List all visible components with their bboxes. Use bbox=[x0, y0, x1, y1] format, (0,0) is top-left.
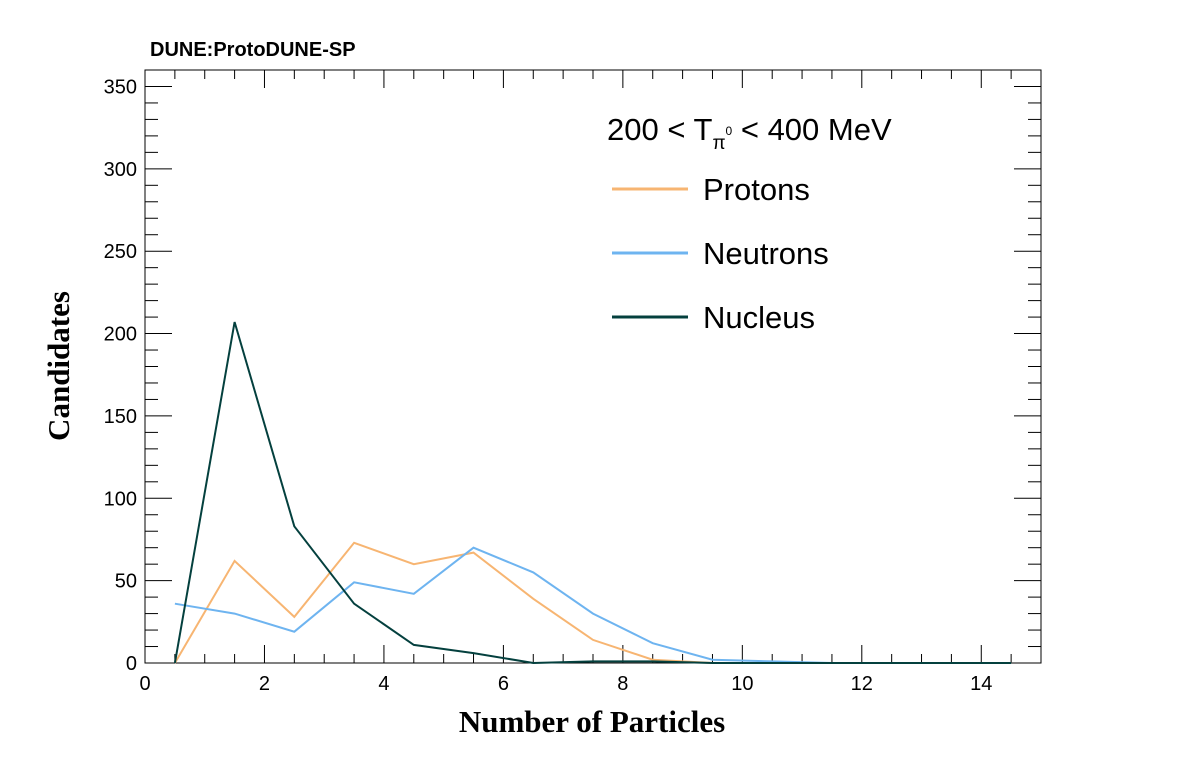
y-tick-label: 200 bbox=[104, 324, 137, 346]
y-tick-label: 0 bbox=[126, 653, 137, 675]
series-line-nucleus bbox=[173, 321, 1012, 665]
y-axis-ticks: 0 50 100 150 200 250 300 350 bbox=[104, 69, 1041, 675]
x-tick-label: 8 bbox=[617, 673, 628, 695]
x-tick-label: 12 bbox=[851, 673, 873, 695]
y-tick-label: 100 bbox=[104, 488, 137, 510]
legend-label: Protons bbox=[703, 172, 810, 207]
legend-title-suffix: < 400 MeV bbox=[732, 112, 892, 147]
legend-title-superscript: 0 bbox=[726, 124, 733, 138]
x-tick-label: 10 bbox=[731, 673, 753, 695]
x-tick-label: 4 bbox=[378, 673, 389, 695]
y-tick-label: 300 bbox=[104, 159, 137, 181]
legend-title-prefix: 200 < T bbox=[607, 112, 712, 147]
legend: Protons Neutrons Nucleus bbox=[612, 172, 829, 335]
legend-title: 200 < Tπ0 < 400 MeV bbox=[607, 112, 892, 154]
y-tick-label: 250 bbox=[104, 241, 137, 263]
series-line-protons bbox=[174, 541, 1012, 664]
x-tick-label: 14 bbox=[970, 673, 992, 695]
x-axis-ticks: 0 2 4 6 8 10 12 14 bbox=[139, 70, 1042, 695]
x-tick-label: 6 bbox=[498, 673, 509, 695]
legend-entry-neutrons: Neutrons bbox=[612, 236, 829, 271]
series-lines bbox=[173, 321, 1012, 665]
plot-frame bbox=[144, 69, 1042, 664]
x-axis-label: Number of Particles bbox=[459, 704, 725, 739]
y-tick-label: 350 bbox=[104, 76, 137, 98]
legend-entry-nucleus: Nucleus bbox=[612, 300, 815, 335]
legend-label: Neutrons bbox=[703, 236, 829, 271]
x-tick-label: 0 bbox=[139, 673, 150, 695]
x-tick-label: 2 bbox=[259, 673, 270, 695]
series-line-neutrons bbox=[174, 546, 1012, 664]
legend-entry-protons: Protons bbox=[612, 172, 810, 207]
legend-label: Nucleus bbox=[703, 300, 815, 335]
axis-frame bbox=[144, 69, 1042, 664]
header-label: DUNE:ProtoDUNE-SP bbox=[150, 39, 356, 61]
y-tick-label: 150 bbox=[104, 406, 137, 428]
legend-title-subscript: π bbox=[712, 133, 725, 154]
y-tick-label: 50 bbox=[115, 571, 137, 593]
y-axis-label: Candidates bbox=[41, 291, 76, 441]
